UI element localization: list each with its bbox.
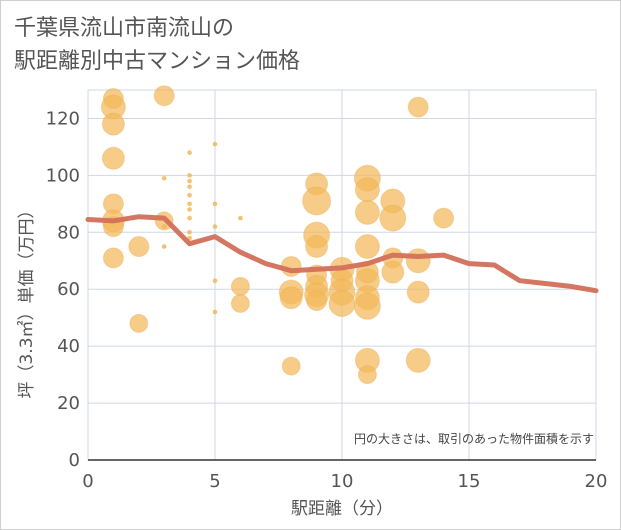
x-axis-ticks: 0 5 10 15 20 [82,471,607,492]
y-tick-label: 40 [57,336,80,357]
data-point [161,244,167,250]
data-point [306,290,328,312]
y-tick-label: 20 [57,393,80,414]
data-point [161,224,167,230]
data-point [354,234,380,260]
title-line-1: 千葉県流山市南流山の [14,16,235,41]
x-tick-label: 15 [458,471,481,492]
data-point [305,235,329,259]
data-point [433,207,455,229]
data-point [354,199,380,225]
x-tick-label: 10 [331,471,354,492]
data-point [212,224,218,230]
data-point [187,184,193,190]
data-point [187,201,193,207]
data-point [128,236,150,258]
data-point [230,293,250,313]
x-tick-label: 0 [82,471,93,492]
y-tick-label: 60 [57,279,80,300]
data-point [407,96,429,118]
data-point [187,215,193,221]
data-point [354,177,380,203]
data-point [212,201,218,207]
data-point [357,365,377,385]
data-point [212,141,218,147]
y-tick-label: 0 [69,450,80,471]
x-tick-label: 20 [585,471,608,492]
data-point [279,286,303,310]
data-point [101,146,125,170]
data-point [281,356,301,376]
data-point [187,229,193,235]
data-point [187,235,193,241]
x-tick-label: 5 [209,471,220,492]
y-axis-label: 坪（3.3㎡）単価（万円） [17,201,37,398]
data-point [230,276,250,296]
trend-line [85,214,599,294]
data-point [187,150,193,156]
y-tick-label: 120 [46,108,80,129]
data-point [187,178,193,184]
data-point [102,247,124,269]
data-point [187,172,193,178]
data-point [129,313,149,333]
grid-lines [88,90,597,460]
y-axis-ticks: 0 20 40 60 80 100 120 [46,108,80,471]
data-point [302,186,332,216]
data-point [405,347,431,373]
y-tick-label: 100 [46,165,80,186]
data-point [406,280,430,304]
data-point [161,175,167,181]
data-point [353,292,381,320]
title-line-2: 駅距離別中古マンション価格 [14,49,301,74]
x-axis-label: 駅距離（分） [291,499,393,519]
data-point [237,215,243,221]
data-point [405,248,431,274]
data-point [328,289,356,317]
chart-title: 千葉県流山市南流山の 駅距離別中古マンション価格 [14,12,300,78]
bubble-size-note: 円の大きさは、取引のあった物件面積を示す [354,431,594,446]
data-point [187,192,193,198]
data-point [381,260,405,284]
data-point [212,278,218,284]
data-point [212,309,218,315]
data-point [187,207,193,213]
data-point [101,112,125,136]
y-tick-label: 80 [57,222,80,243]
data-point [379,204,407,232]
data-point [153,85,175,107]
